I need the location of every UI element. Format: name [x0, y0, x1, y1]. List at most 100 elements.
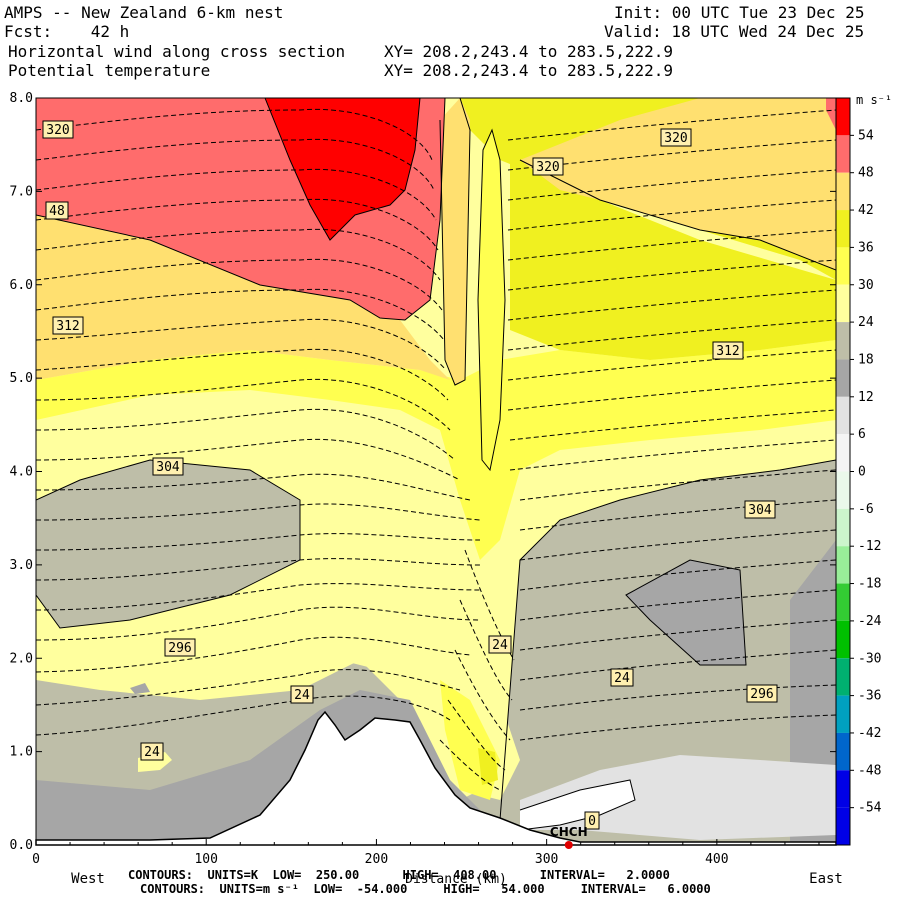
wind-speed-fill [36, 98, 836, 845]
theta-label-box [660, 128, 692, 147]
theta-label-box [744, 500, 776, 519]
xy-range-1: XY= 208.2,243.4 to 283.5,222.9 [384, 42, 673, 61]
colorbar-label: -42 [858, 726, 881, 741]
wind-label: 48 [45, 201, 69, 220]
colorbar-swatch [836, 620, 850, 659]
colorbar-swatch [836, 135, 850, 173]
colorbar-swatch [836, 508, 850, 547]
colorbar-label: 42 [858, 203, 874, 218]
wind-label: 24 [290, 685, 314, 704]
colorbar-label: 24 [858, 315, 874, 330]
wind-label-box [45, 201, 69, 220]
theta-label-box [42, 120, 74, 139]
wind-label: 0 [584, 811, 600, 830]
init-time: Init: 00 UTC Tue 23 Dec 25 [614, 3, 865, 22]
theta-label: 304 [744, 500, 776, 519]
colorbar: 54 48 42 36 30 24 18 12 6 0 -6 -12 -18 -24 -30 -36 -42 -4… [835, 93, 892, 846]
theta-label: 312 [712, 341, 744, 360]
contours-theta-note: CONTOURS: UNITS=K LOW= 250.00 HIGH= 408.… [128, 868, 670, 882]
wind-label-text: 24 [294, 688, 310, 703]
forecast-hour: Fcst: 42 h [4, 22, 130, 41]
y-tick-label: 7.0 [10, 184, 33, 199]
colorbar-label: 6 [858, 427, 866, 442]
y-tick-label: 2.0 [10, 651, 33, 666]
colorbar-swatch [836, 396, 850, 435]
colorbar-label: -36 [858, 689, 881, 704]
x-axis-title: Distance (km) [405, 872, 507, 887]
station-marker: CHCH [550, 825, 588, 849]
colorbar-swatch [836, 770, 850, 808]
colorbar-swatch [836, 322, 850, 360]
theta-label-text: 304 [156, 460, 180, 475]
x-tick-label: 300 [535, 852, 558, 867]
colorbar-swatch [836, 172, 850, 211]
colorbar-swatch [836, 210, 850, 248]
theta-label: 296 [164, 638, 196, 657]
wind-label-box [290, 685, 314, 704]
theta-label: 320 [42, 120, 74, 139]
colorbar-label: -48 [858, 763, 881, 778]
theta-label: 312 [52, 316, 84, 335]
colorbar-label: -30 [858, 651, 881, 666]
x-axis: 0 100 200 300 400 West East Distance (km) [32, 839, 843, 887]
colorbar-label: -12 [858, 539, 881, 554]
colorbar-label: 36 [858, 240, 874, 255]
colorbar-swatch [836, 284, 850, 323]
valid-time: Valid: 18 UTC Wed 24 Dec 25 [604, 22, 865, 41]
theta-label-box [52, 316, 84, 335]
colorbar-label: 54 [858, 128, 874, 143]
field-1-label: Horizontal wind along cross section [8, 42, 346, 61]
wind-label-box [488, 635, 512, 654]
y-tick-label: 0.0 [10, 838, 33, 853]
colorbar-label: 48 [858, 166, 874, 181]
colorbar-label: 12 [858, 390, 874, 405]
colorbar-swatch [836, 807, 850, 845]
wind-label-box [610, 668, 634, 687]
y-tick-label: 8.0 [10, 91, 33, 106]
theta-label-box [532, 157, 564, 176]
y-tick-label: 4.0 [10, 465, 33, 480]
wind-contour-labels: 48 24 24 24 24 0 [45, 201, 634, 830]
contours-wind-note: CONTOURS: UNITS=m s⁻¹ LOW= -54.000 HIGH=… [140, 882, 711, 896]
theta-label-text: 296 [750, 687, 773, 702]
x-tick-label: 400 [705, 852, 728, 867]
wind-label: 24 [610, 668, 634, 687]
colorbar-swatch [836, 471, 850, 509]
colorbar-swatch [836, 695, 850, 733]
wind-label-text: 0 [588, 814, 596, 829]
theta-contour-labels: 320 320 320 312 312 304 304 296 296 [42, 120, 778, 703]
colorbar-label: 30 [858, 278, 874, 293]
wind-label-text: 24 [614, 671, 630, 686]
theta-label-text: 296 [168, 641, 191, 656]
colorbar-label: -18 [858, 577, 881, 592]
wind-label: 24 [140, 742, 164, 761]
colorbar-swatch [836, 583, 850, 621]
wind-label-box [140, 742, 164, 761]
xy-range-2: XY= 208.2,243.4 to 283.5,222.9 [384, 61, 673, 80]
colorbar-swatch [836, 434, 850, 472]
wind-label: 24 [488, 635, 512, 654]
field-2-label: Potential temperature [8, 61, 211, 80]
wind-label-text: 48 [49, 204, 65, 219]
x-tick-label: 100 [194, 852, 217, 867]
station-label: CHCH [550, 825, 588, 839]
theta-label-box [164, 638, 196, 657]
colorbar-label: -6 [858, 502, 874, 517]
x-end-label-west: West [71, 871, 105, 887]
theta-label: 320 [660, 128, 692, 147]
y-tick-label: 5.0 [10, 371, 33, 386]
x-end-label-east: East [809, 871, 843, 887]
theta-label: 296 [746, 684, 778, 703]
theta-label-text: 320 [664, 131, 687, 146]
wind-label-text: 24 [144, 745, 160, 760]
wind-label-text: 24 [492, 638, 508, 653]
colorbar-label: 0 [858, 465, 866, 480]
wind-label-box [584, 811, 600, 830]
x-tick-label: 200 [365, 852, 388, 867]
theta-label-text: 312 [716, 344, 739, 359]
theta-label: 320 [532, 157, 564, 176]
wind-speed-solid-contours [36, 98, 836, 831]
potential-temperature-contours [36, 108, 836, 791]
colorbar-label: -54 [858, 801, 882, 816]
